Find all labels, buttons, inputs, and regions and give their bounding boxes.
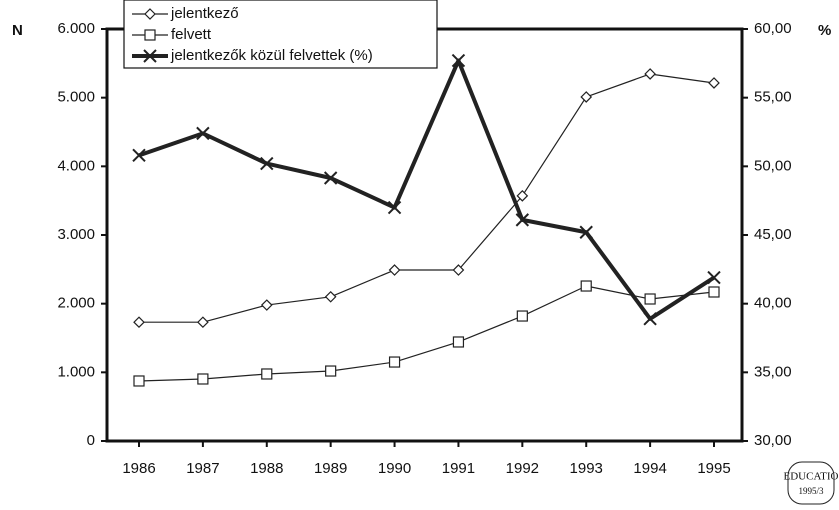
x-tick-label: 1988: [250, 460, 283, 477]
marker: [196, 126, 210, 141]
x-tick-label: 1995: [697, 460, 730, 477]
marker: [579, 225, 593, 239]
badge-title: EDUCATIO: [784, 471, 839, 483]
marker: [324, 290, 337, 303]
y-tick-label: 5.000: [57, 89, 95, 106]
marker: [133, 316, 145, 329]
marker: [707, 270, 721, 285]
legend-label: jelentkező: [170, 5, 239, 22]
y2-tick-label: 50,00: [754, 157, 792, 174]
y2-tick-label: 55,00: [754, 89, 792, 106]
marker: [580, 91, 593, 103]
marker: [516, 310, 528, 322]
marker: [644, 293, 656, 305]
marker: [708, 77, 720, 89]
marker: [452, 336, 465, 348]
y2-tick-label: 30,00: [754, 432, 792, 449]
marker: [388, 264, 401, 276]
badge-frame: [787, 461, 835, 505]
marker: [133, 375, 145, 387]
y2-tick-label: 35,00: [754, 363, 792, 380]
marker: [260, 299, 273, 311]
y-tick-label: 1.000: [57, 363, 95, 380]
marker: [515, 213, 530, 227]
y-axis-label: N: [12, 22, 23, 39]
legend-label: jelentkezők közül felvettek (%): [170, 47, 373, 64]
legend-label: felvett: [171, 26, 212, 43]
x-tick-label: 1989: [314, 460, 347, 477]
marker: [644, 68, 656, 80]
marker: [643, 312, 657, 326]
legend-box: [123, 0, 438, 69]
x-tick-label: 1990: [378, 460, 411, 477]
marker: [144, 29, 156, 41]
y2-axis-label: %: [818, 22, 831, 39]
marker: [325, 365, 337, 377]
y2-tick-label: 40,00: [754, 295, 792, 312]
marker: [197, 316, 209, 329]
marker: [580, 280, 592, 292]
y2-tick-label: 60,00: [754, 20, 792, 37]
marker: [261, 368, 273, 380]
marker: [451, 53, 466, 68]
series-line: [138, 285, 715, 382]
y-tick-label: 2.000: [57, 295, 95, 312]
series-line: [138, 58, 716, 321]
marker: [132, 148, 146, 163]
y-tick-label: 0: [87, 432, 95, 449]
x-tick-label: 1986: [122, 460, 155, 477]
x-tick-label: 1993: [570, 460, 603, 477]
badge-issue: 1995/3: [798, 486, 824, 496]
x-tick-label: 1991: [442, 460, 475, 477]
marker: [260, 156, 274, 171]
y-tick-label: 4.000: [57, 157, 95, 174]
marker: [144, 8, 156, 20]
marker: [197, 373, 209, 385]
marker: [516, 190, 529, 202]
marker: [387, 200, 402, 215]
x-tick-label: 1987: [186, 460, 219, 477]
y2-tick-label: 45,00: [754, 226, 792, 243]
series-line: [139, 73, 715, 323]
marker: [388, 356, 401, 368]
marker: [708, 286, 720, 298]
y-tick-label: 6.000: [57, 20, 95, 37]
marker: [452, 264, 465, 276]
marker: [323, 171, 338, 185]
x-tick-label: 1994: [633, 460, 666, 477]
marker: [143, 49, 157, 63]
x-tick-label: 1992: [506, 460, 539, 477]
y-tick-label: 3.000: [57, 226, 95, 243]
